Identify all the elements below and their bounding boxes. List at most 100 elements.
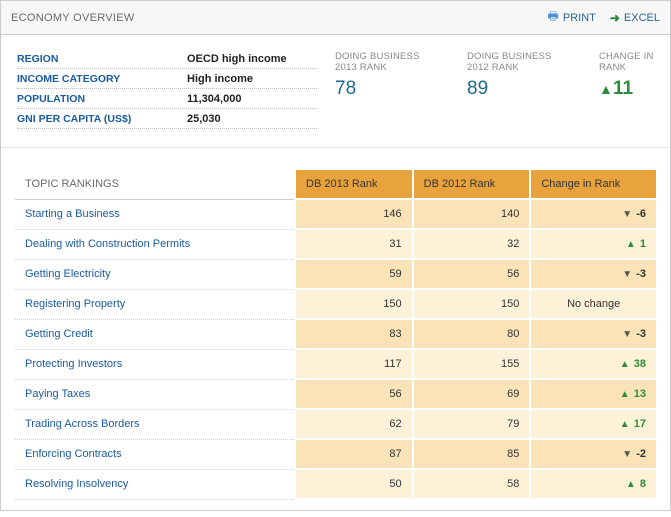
- col-topic: TOPIC RANKINGS: [15, 170, 295, 199]
- topic-link[interactable]: Resolving Insolvency: [25, 478, 128, 490]
- table-row: Trading Across Borders 6279▲17: [15, 409, 656, 439]
- db2013-cell: 117: [295, 349, 413, 379]
- topic-cell: Getting Electricity: [15, 259, 295, 289]
- topic-link[interactable]: Enforcing Contracts: [25, 448, 122, 460]
- topic-cell: Paying Taxes: [15, 379, 295, 409]
- arrow-up-icon: ▲: [599, 81, 609, 97]
- col-db2013: DB 2013 Rank: [295, 170, 413, 199]
- metric-change-value: ▲ 11: [599, 78, 633, 100]
- arrow-up-icon: ▲: [626, 479, 636, 490]
- fact-label: GNI PER CAPITA (US$): [17, 113, 187, 125]
- delta-value: -3: [636, 328, 646, 340]
- arrow-up-icon: ▲: [620, 389, 630, 400]
- change-cell: No change: [530, 289, 656, 319]
- topic-link[interactable]: Protecting Investors: [25, 358, 122, 370]
- db2012-cell: 80: [413, 319, 531, 349]
- metric-rank-2012: DOING BUSINESS 2012 RANK 89: [467, 51, 567, 129]
- panel-header: ECONOMY OVERVIEW 🖶 PRINT ➜ EXCEL: [1, 1, 670, 35]
- topic-link[interactable]: Getting Electricity: [25, 268, 111, 280]
- db2013-cell: 87: [295, 439, 413, 469]
- excel-button[interactable]: ➜ EXCEL: [610, 7, 660, 28]
- fact-label: INCOME CATEGORY: [17, 73, 187, 85]
- metric-value: 89: [467, 78, 567, 100]
- col-db2012: DB 2012 Rank: [413, 170, 531, 199]
- topic-link[interactable]: Registering Property: [25, 298, 125, 310]
- arrow-down-icon: ▼: [622, 209, 632, 220]
- topics-table: TOPIC RANKINGS DB 2013 Rank DB 2012 Rank…: [15, 170, 656, 500]
- col-change: Change in Rank: [530, 170, 656, 199]
- metric-rank-2013: DOING BUSINESS 2013 RANK 78: [335, 51, 435, 129]
- db2013-cell: 59: [295, 259, 413, 289]
- arrow-down-icon: ▼: [622, 449, 632, 460]
- change-cell: ▲8: [530, 469, 656, 499]
- fact-row: POPULATION11,304,000: [17, 89, 317, 109]
- db2013-cell: 56: [295, 379, 413, 409]
- table-row: Paying Taxes5669▲13: [15, 379, 656, 409]
- table-row: Getting Electricity 5956▼-3: [15, 259, 656, 289]
- metric-label: DOING BUSINESS 2012 RANK: [467, 51, 567, 74]
- topic-cell: Dealing with Construction Permits: [15, 229, 295, 259]
- change-cell: ▲1: [530, 229, 656, 259]
- delta-value: 8: [640, 478, 646, 490]
- topic-cell: Protecting Investors: [15, 349, 295, 379]
- topic-link[interactable]: Trading Across Borders: [25, 418, 140, 430]
- fact-label: POPULATION: [17, 93, 187, 105]
- fact-label: REGION: [17, 53, 187, 65]
- change-cell: ▲38: [530, 349, 656, 379]
- table-row: Enforcing Contracts 8785 ▼ -2: [15, 439, 656, 469]
- db2013-cell: 62: [295, 409, 413, 439]
- topic-link[interactable]: Starting a Business: [25, 208, 120, 220]
- topic-link[interactable]: Paying Taxes: [25, 388, 90, 400]
- delta-value: 38: [634, 358, 646, 370]
- table-row: Getting Credit 8380 ▼ -3: [15, 319, 656, 349]
- metric-label: DOING BUSINESS 2013 RANK: [335, 51, 435, 74]
- topic-link[interactable]: Dealing with Construction Permits: [25, 238, 190, 250]
- db2012-cell: 79: [413, 409, 531, 439]
- db2013-cell: 146: [295, 199, 413, 229]
- topic-cell: Enforcing Contracts: [15, 439, 295, 469]
- metric-value: 78: [335, 78, 435, 100]
- change-cell: ▲17: [530, 409, 656, 439]
- topic-cell: Trading Across Borders: [15, 409, 295, 439]
- delta-value: -3: [636, 268, 646, 280]
- metric-label: CHANGE IN RANK: [599, 51, 671, 74]
- table-header-row: TOPIC RANKINGS DB 2013 Rank DB 2012 Rank…: [15, 170, 656, 199]
- fact-value: 11,304,000: [187, 93, 241, 105]
- arrow-up-icon: ▲: [620, 419, 630, 430]
- print-label: PRINT: [563, 12, 596, 24]
- table-row: Resolving Insolvency5058▲8: [15, 469, 656, 499]
- panel-title: ECONOMY OVERVIEW: [11, 12, 135, 24]
- db2012-cell: 69: [413, 379, 531, 409]
- delta-value: -6: [636, 208, 646, 220]
- excel-icon: ➜: [610, 11, 620, 25]
- table-row: Starting a Business146140▼-6: [15, 199, 656, 229]
- db2012-cell: 155: [413, 349, 531, 379]
- db2012-cell: 56: [413, 259, 531, 289]
- topic-cell: Starting a Business: [15, 199, 295, 229]
- arrow-down-icon: ▼: [622, 329, 632, 340]
- fact-row: GNI PER CAPITA (US$)25,030: [17, 109, 317, 129]
- delta-value: -2: [636, 448, 646, 460]
- db2012-cell: 150: [413, 289, 531, 319]
- change-cell: ▼-3: [530, 259, 656, 289]
- metrics: DOING BUSINESS 2013 RANK 78 DOING BUSINE…: [335, 49, 671, 129]
- db2012-cell: 32: [413, 229, 531, 259]
- header-actions: 🖶 PRINT ➜ EXCEL: [548, 7, 660, 28]
- table-row: Registering Property150150No change: [15, 289, 656, 319]
- topic-cell: Getting Credit: [15, 319, 295, 349]
- excel-label: EXCEL: [624, 12, 660, 24]
- db2013-cell: 31: [295, 229, 413, 259]
- print-button[interactable]: 🖶 PRINT: [548, 7, 596, 28]
- facts-table: REGIONOECD high incomeINCOME CATEGORYHig…: [17, 49, 317, 129]
- economy-overview-panel: ECONOMY OVERVIEW 🖶 PRINT ➜ EXCEL REGIONO…: [0, 0, 671, 511]
- db2013-cell: 83: [295, 319, 413, 349]
- fact-row: REGIONOECD high income: [17, 49, 317, 69]
- topic-link[interactable]: Getting Credit: [25, 328, 93, 340]
- db2012-cell: 85: [413, 439, 531, 469]
- change-cell: ▼ -3: [530, 319, 656, 349]
- db2013-cell: 50: [295, 469, 413, 499]
- metric-change: CHANGE IN RANK ▲ 11: [599, 51, 671, 129]
- print-icon: 🖶: [548, 7, 559, 28]
- db2013-cell: 150: [295, 289, 413, 319]
- summary-row: REGIONOECD high incomeINCOME CATEGORYHig…: [1, 35, 670, 148]
